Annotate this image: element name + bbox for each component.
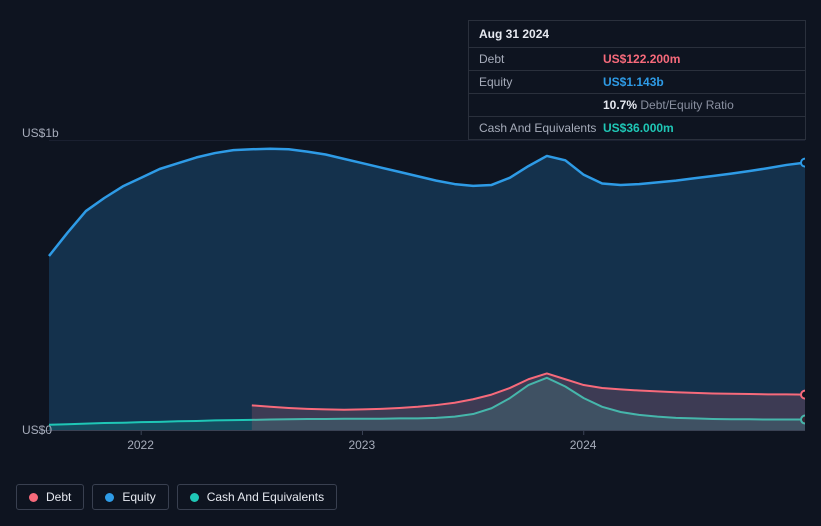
legend-dot-icon <box>105 493 114 502</box>
x-tick-0: 2022 <box>127 438 154 452</box>
tooltip-date: Aug 31 2024 <box>469 21 805 48</box>
legend: Debt Equity Cash And Equivalents <box>16 484 337 510</box>
tooltip-row-equity: Equity US$1.143b <box>469 71 805 94</box>
tooltip-value: US$36.000m <box>603 121 674 135</box>
tooltip-label: Equity <box>479 75 603 89</box>
legend-item-cash[interactable]: Cash And Equivalents <box>177 484 337 510</box>
ratio-label: Debt/Equity Ratio <box>637 98 734 112</box>
x-tick-1: 2023 <box>348 438 375 452</box>
y-tick-top: US$1b <box>22 126 59 140</box>
x-tick-2: 2024 <box>570 438 597 452</box>
tooltip-value: 10.7% Debt/Equity Ratio <box>603 98 734 112</box>
tooltip-label: Debt <box>479 52 603 66</box>
legend-item-equity[interactable]: Equity <box>92 484 168 510</box>
tooltip-label: Cash And Equivalents <box>479 121 603 135</box>
ratio-value: 10.7% <box>603 98 637 112</box>
tooltip-row-cash: Cash And Equivalents US$36.000m <box>469 117 805 139</box>
legend-dot-icon <box>190 493 199 502</box>
tooltip-panel: Aug 31 2024 Debt US$122.200m Equity US$1… <box>468 20 806 140</box>
y-tick-bottom: US$0 <box>22 423 52 437</box>
legend-item-debt[interactable]: Debt <box>16 484 84 510</box>
tooltip-row-debt: Debt US$122.200m <box>469 48 805 71</box>
tooltip-label <box>479 98 603 112</box>
legend-label: Debt <box>46 490 71 504</box>
tooltip-value: US$122.200m <box>603 52 680 66</box>
legend-label: Cash And Equivalents <box>207 490 324 504</box>
tooltip-value: US$1.143b <box>603 75 664 89</box>
legend-label: Equity <box>122 490 155 504</box>
legend-dot-icon <box>29 493 38 502</box>
chart <box>16 140 805 440</box>
tooltip-row-ratio: 10.7% Debt/Equity Ratio <box>469 94 805 117</box>
